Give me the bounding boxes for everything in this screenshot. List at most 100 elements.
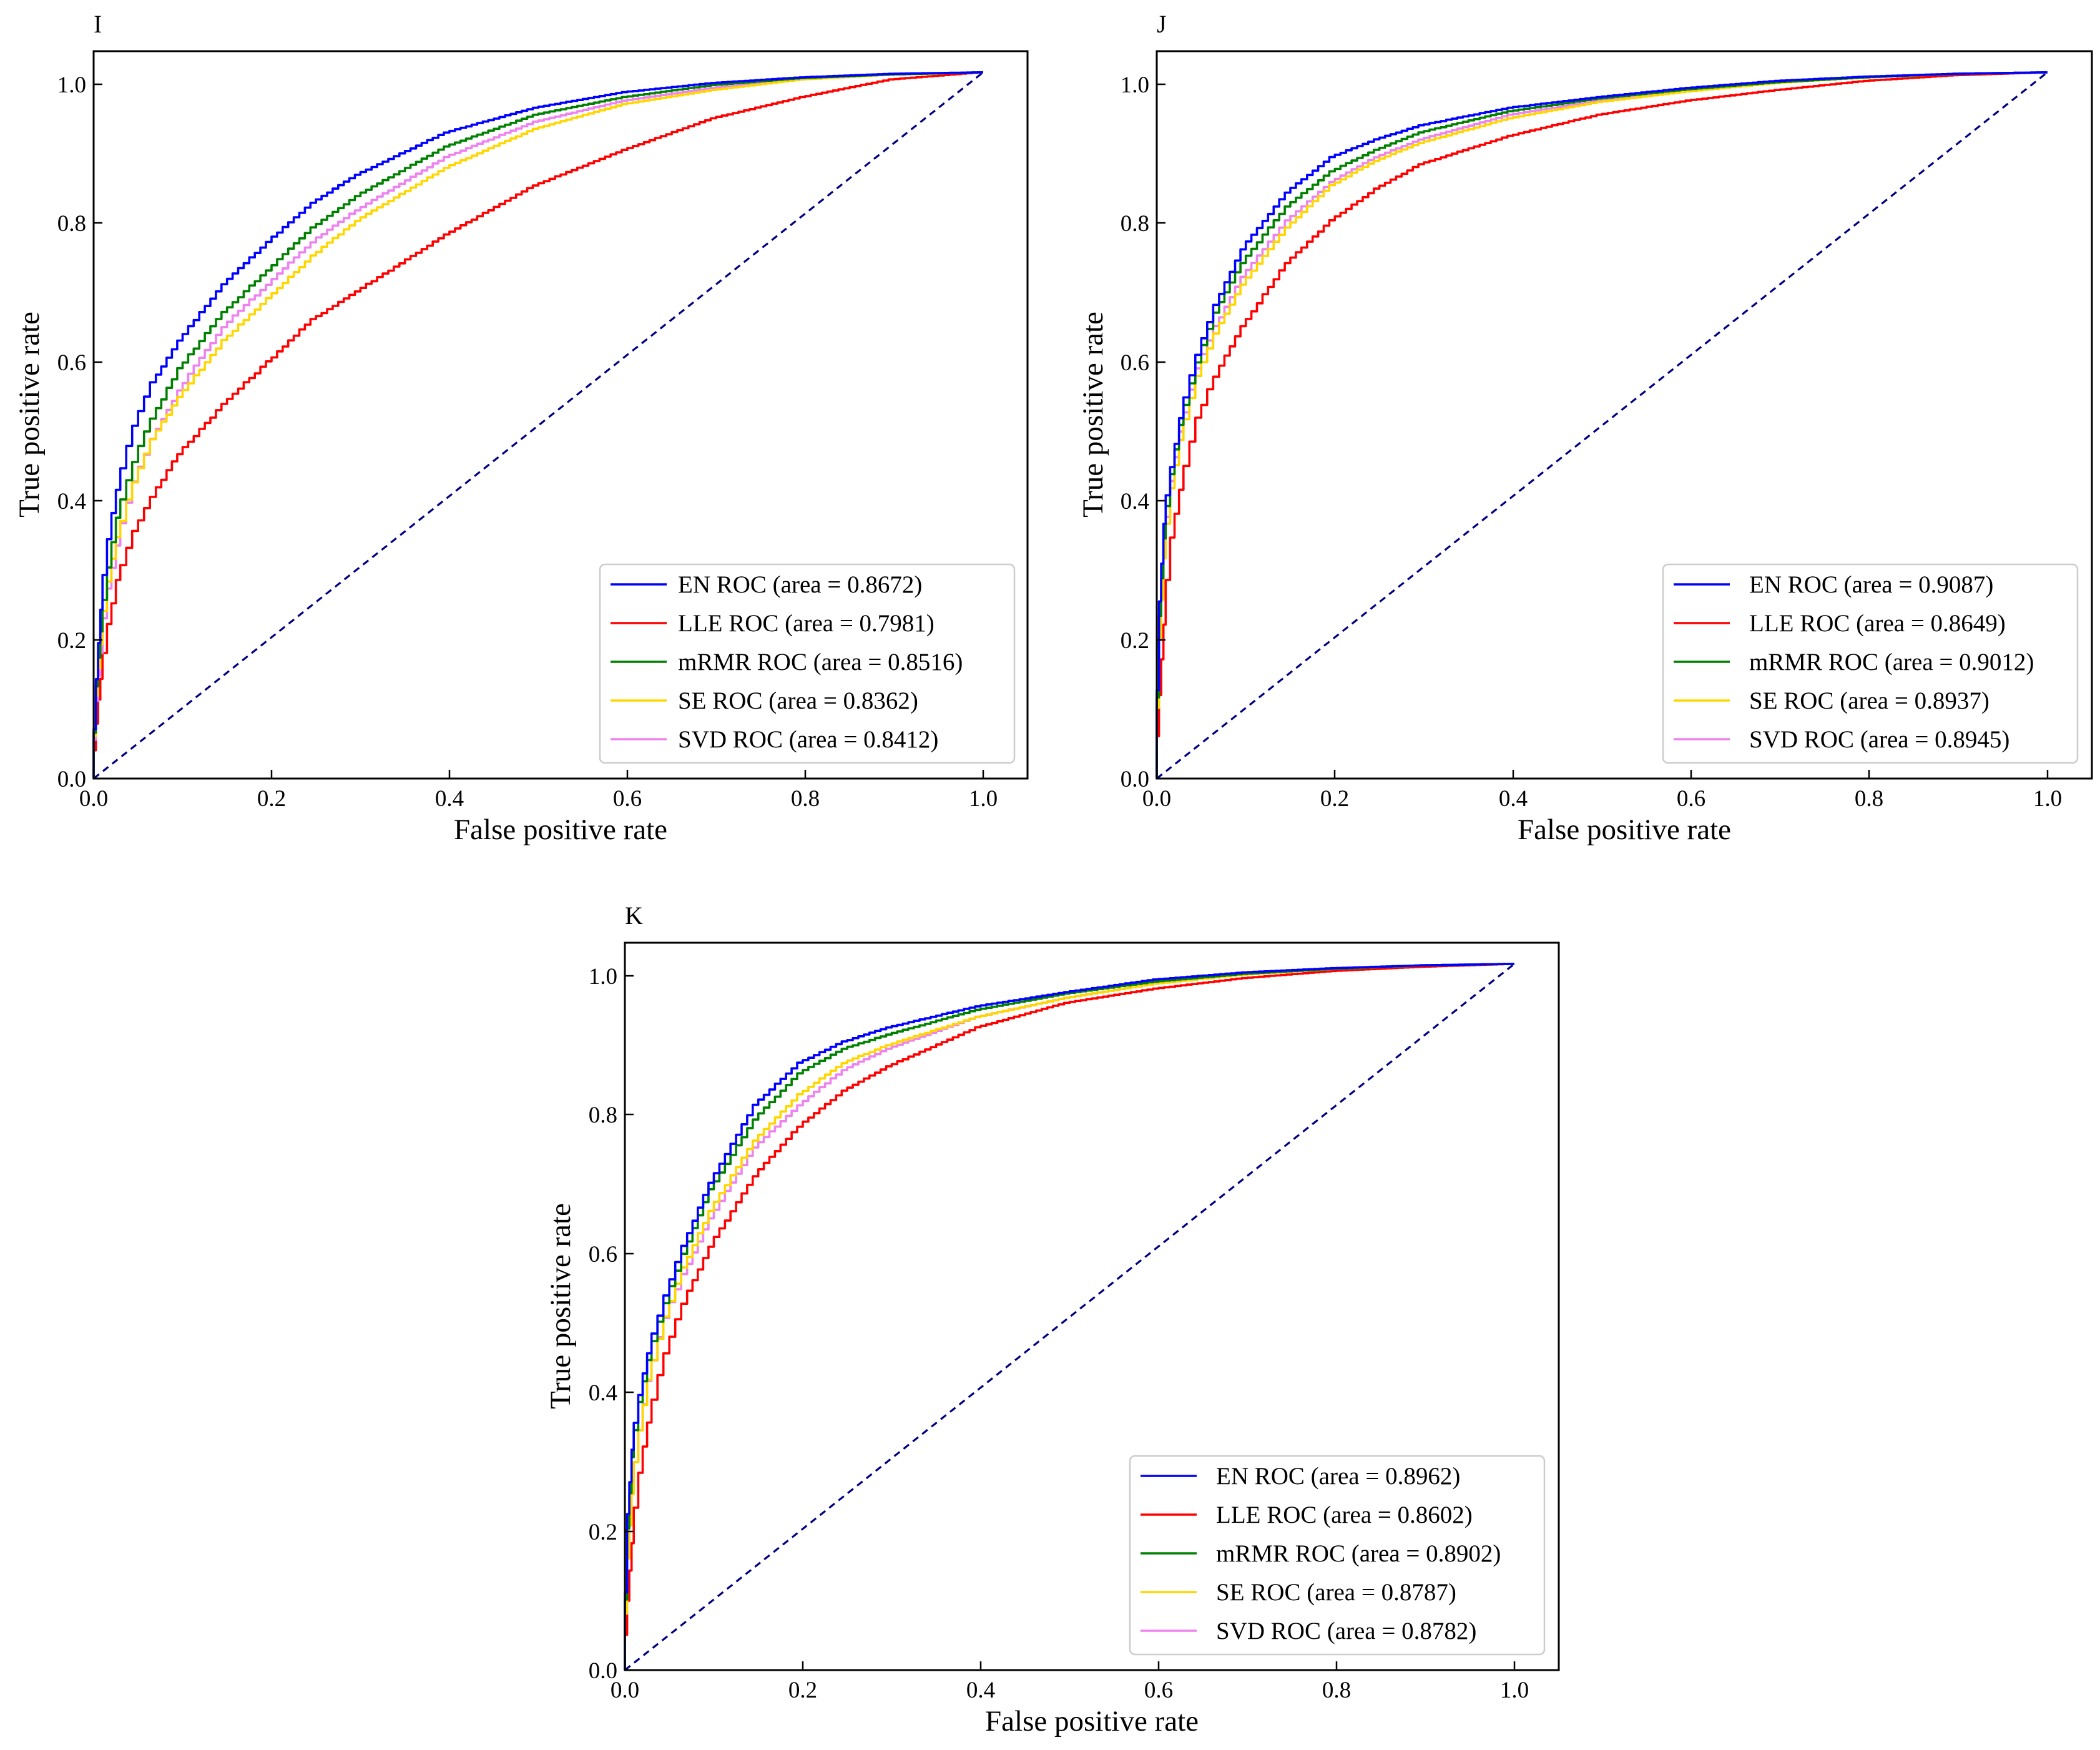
x-tick: 0.0 [611,1661,639,1703]
x-tick: 0.2 [1320,770,1349,812]
x-tick: 0.4 [966,1661,995,1703]
panel-letter: I [94,10,102,38]
y-tick-label: 0.8 [589,1103,617,1128]
x-tick: 0.6 [613,770,642,812]
y-tick: 0.2 [589,1520,634,1545]
legend-entry-svd: SVD ROC (area = 0.8945) [1674,726,2009,753]
legend-box [1662,563,2079,764]
legend-label-svd: SVD ROC (area = 0.8782) [1216,1618,1476,1644]
y-tick-label: 1.0 [57,72,86,98]
x-tick-label: 0.4 [966,1678,995,1703]
legend-entry-mrmr: mRMR ROC (area = 0.9012) [1674,649,2034,676]
y-tick: 0.0 [1121,767,1165,792]
y-axis-label: True positive rate [544,1203,577,1409]
legend-entry-lle: LLE ROC (area = 0.8602) [1141,1502,1473,1528]
x-tick-label: 0.6 [613,786,642,812]
x-tick: 0.8 [1322,1661,1351,1703]
y-axis-label: True positive rate [1077,312,1109,518]
x-axis-label: False positive rate [454,814,667,846]
x-tick: 1.0 [2033,770,2062,812]
x-tick-label: 0.6 [1144,1678,1173,1703]
roc-curve-en [624,963,1514,1670]
y-tick-label: 0.6 [589,1242,617,1267]
y-tick: 0.6 [589,1242,634,1267]
y-tick: 0.8 [589,1103,634,1128]
y-tick-label: 0.6 [57,350,86,376]
y-tick-label: 0.2 [1121,628,1149,654]
y-tick-label: 0.4 [1121,489,1149,514]
y-tick: 0.4 [589,1380,634,1406]
y-tick-label: 0.0 [1121,767,1149,792]
y-tick: 0.2 [1121,628,1165,654]
legend-label-lle: LLE ROC (area = 0.7981) [678,610,935,637]
y-tick: 0.2 [57,628,102,654]
x-tick-label: 0.8 [791,786,820,812]
y-tick-label: 0.8 [57,211,86,237]
x-tick-label: 0.4 [1499,786,1528,812]
legend-label-mrmr: mRMR ROC (area = 0.8516) [678,649,963,676]
y-tick: 0.6 [57,350,102,376]
y-tick-label: 1.0 [589,964,617,990]
plot-area [92,71,984,780]
y-tick-label: 0.6 [1121,350,1149,376]
x-tick-label: 0.2 [257,786,286,812]
x-tick-label: 1.0 [969,786,998,812]
y-tick: 1.0 [1121,72,1165,98]
legend-entry-se: SE ROC (area = 0.8937) [1674,687,1990,714]
legend-box [599,563,1016,764]
x-tick-label: 0.0 [611,1678,639,1703]
x-tick-label: 0.8 [1855,786,1883,812]
x-tick: 0.4 [1499,770,1528,812]
roc-curve-lle [92,71,983,779]
legend-entry-lle: LLE ROC (area = 0.8649) [1674,610,2006,637]
panel-k: K 0.0 0.2 0.4 0.6 0.8 1.0 0.0 0.2 0.4 0.… [544,902,1560,1738]
x-tick: 0.0 [1142,770,1171,812]
plot-frame [624,941,1560,1671]
legend-entry-en: EN ROC (area = 0.9087) [1674,571,1993,598]
x-tick: 0.8 [1855,770,1883,812]
panel-j: J 0.0 0.2 0.4 0.6 0.8 1.0 0.0 0.2 0.4 0.… [1077,10,2093,846]
axis-ticks: 0.0 0.2 0.4 0.6 0.8 1.0 0.0 0.2 0.4 0.6 … [57,72,998,812]
legend-entry-svd: SVD ROC (area = 0.8782) [1141,1618,1476,1644]
axis-ticks: 0.0 0.2 0.4 0.6 0.8 1.0 0.0 0.2 0.4 0.6 … [1121,72,2062,812]
roc-curve-lle [1155,71,2048,779]
y-tick: 0.0 [589,1658,634,1684]
legend-label-mrmr: mRMR ROC (area = 0.9012) [1749,649,2034,676]
x-tick: 0.2 [257,770,286,812]
x-tick: 0.6 [1677,770,1705,812]
x-tick: 0.0 [79,770,108,812]
x-tick-label: 0.2 [1320,786,1349,812]
y-axis-label: True positive rate [13,312,46,518]
y-tick: 0.0 [57,767,102,792]
y-tick: 0.4 [1121,489,1165,514]
x-tick-label: 0.8 [1322,1678,1351,1703]
legend-entry-mrmr: mRMR ROC (area = 0.8516) [611,649,963,676]
x-tick: 0.8 [791,770,820,812]
legend-label-en: EN ROC (area = 0.8672) [678,571,922,598]
plot-frame [92,50,1029,780]
x-tick: 1.0 [969,770,998,812]
x-tick: 0.2 [788,1661,817,1703]
y-tick-label: 0.8 [1121,211,1149,237]
plot-area [624,963,1515,1671]
panel-letter: J [1157,10,1167,38]
plot-area [1155,71,2048,780]
panel-letter: K [625,902,643,930]
y-tick-label: 0.0 [589,1658,617,1684]
x-axis-label: False positive rate [1518,814,1731,846]
legend-label-en: EN ROC (area = 0.8962) [1216,1463,1460,1490]
legend-label-mrmr: mRMR ROC (area = 0.8902) [1216,1540,1501,1567]
legend-entry-lle: LLE ROC (area = 0.7981) [611,610,935,637]
legend-label-se: SE ROC (area = 0.8787) [1216,1579,1456,1606]
y-tick-label: 1.0 [1121,72,1149,98]
y-tick: 0.8 [1121,211,1165,237]
x-tick: 0.4 [435,770,464,812]
y-tick: 0.4 [57,489,102,514]
legend-label-svd: SVD ROC (area = 0.8412) [678,726,938,753]
y-tick-label: 0.2 [57,628,86,654]
y-tick: 1.0 [57,72,102,98]
legend-label-svd: SVD ROC (area = 0.8945) [1749,726,2009,753]
x-tick-label: 0.2 [788,1678,817,1703]
x-tick-label: 0.6 [1677,786,1705,812]
